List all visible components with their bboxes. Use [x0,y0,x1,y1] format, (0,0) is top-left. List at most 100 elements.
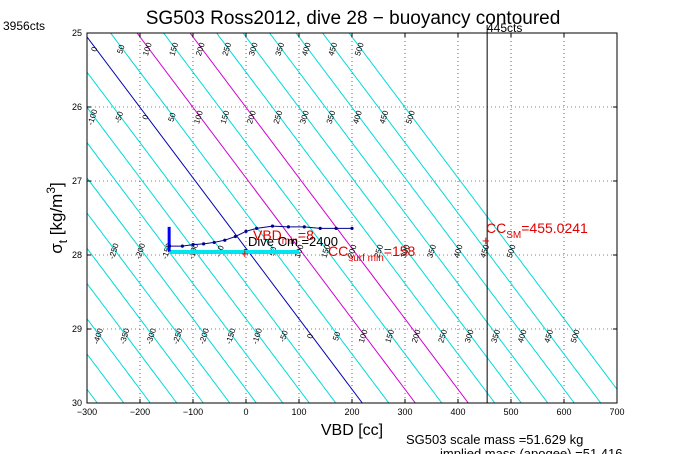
dive-profile [167,224,354,255]
profile-point [212,240,216,245]
contour-line [110,33,390,403]
contour-line [189,33,469,403]
vbd-min-main: VBD [253,227,282,243]
contour-line [87,247,204,403]
contour-label: 500 [505,243,518,259]
contour-label: 150 [219,109,232,125]
dive-cm-annotation: Dive Cm =2400 [248,234,338,249]
x-tick-label: 500 [503,407,518,417]
contour-label: 250 [373,243,386,259]
contour-line [163,33,443,403]
vbd-min-sub: min [282,236,298,247]
contour-label: 350 [274,41,287,57]
y-tick-label: 26 [72,102,82,112]
profile-point [233,234,237,239]
contour-line [216,33,496,403]
x-tick-label: −200 [130,407,150,417]
profile-point [167,244,171,248]
cc-sm-main: CC [486,220,506,236]
contour-label: 100 [192,109,205,125]
contour-label: 450 [378,109,391,125]
cc-sm-annotation: CCSM=455.0241 [486,220,588,241]
y-axis-label-main: σ [47,243,66,254]
profile-point [223,238,227,242]
contour-label: 100 [141,41,154,57]
axis-ticks: −300 −200 −100 0 100 200 300 400 500 600 700252627… [72,28,625,417]
contour-line [87,141,284,403]
contour-line [87,212,231,403]
contour-label: 150 [383,328,396,344]
contour-line [295,33,575,403]
contour-label: 150 [320,243,333,259]
y-tick-label: 28 [72,250,82,260]
profile-point [334,226,338,230]
contour-line [322,33,602,403]
contour-label: 400 [300,41,313,57]
contour-label: 200 [245,109,258,125]
contour-label: 250 [436,328,449,344]
contour-line [242,33,522,403]
vbd-min-marker: + [241,246,249,261]
cc-surf-min-sub: surf min [348,253,384,264]
contour-label: 350 [426,243,439,259]
contour-line [87,317,151,403]
contour-label: 500 [569,328,582,344]
contour-line [87,177,257,403]
contour-label: 300 [298,109,311,125]
x-tick-label: 400 [450,407,465,417]
profile-point [180,244,184,248]
y-axis-label-rest: [kg/m [47,194,66,240]
vbd-min-value: =8 [298,227,314,243]
contour-label: 250 [221,41,234,57]
x-tick-label: 200 [344,407,359,417]
cc-sm-value: =455.0241 [521,220,588,236]
contour-label: 200 [410,328,423,344]
profile-point [202,242,206,246]
x-tick-label: 0 [243,407,248,417]
right-counts-label: 445cts [487,21,522,35]
contour-label: 500 [404,109,417,125]
contour-label: 350 [325,109,338,125]
contour-line [269,33,549,403]
x-tick-label: 700 [609,407,624,417]
profile-point [270,224,275,228]
contour-line [87,71,337,403]
x-tick-label: −100 [183,407,203,417]
profile-point [302,225,306,229]
contour-line [136,33,416,403]
contour-label: 400 [516,328,529,344]
contour-label: 300 [463,328,476,344]
contour-label: 250 [272,109,285,125]
left-counts-label: 3956cts [3,19,45,33]
chart-title: SG503 Ross2012, dive 28 − buoyancy conto… [146,8,561,29]
y-tick-label: 30 [72,398,82,408]
contour-line [87,36,363,403]
y-axis-label-sub: t [56,239,70,243]
cc-sm-sub: SM [506,230,521,241]
profile-point [350,226,354,230]
x-tick-label: 300 [397,407,412,417]
contour-label: 50 [331,330,342,342]
profile-point [191,243,195,247]
contour-label: 450 [542,328,555,344]
vbd-min-annotation: VBDmin=8 [253,227,314,247]
x-tick-label: 600 [556,407,571,417]
contour-label: 200 [346,243,359,259]
contour-label: 350 [489,328,502,344]
contour-label: -50 [278,329,290,343]
cc-surf-min-annotation: CCsurf min=158 [328,243,416,264]
contour-label: 400 [351,109,364,125]
implied-mass-text: implied mass (apogee) =51.416 [440,446,622,454]
contour-label: 50 [166,111,177,123]
profile-point [244,229,248,233]
contour-label: 100 [357,328,370,344]
profile-point [318,226,322,230]
contour-label: 150 [168,41,181,57]
y-axis-label: σt [kg/m3] [44,182,70,254]
contour-line [87,282,178,403]
scale-mass-text: SG503 scale mass =51.629 kg [406,432,583,447]
y-tick-label: 27 [72,176,82,186]
contour-label: -50 [113,110,125,124]
contour-line [348,33,617,391]
